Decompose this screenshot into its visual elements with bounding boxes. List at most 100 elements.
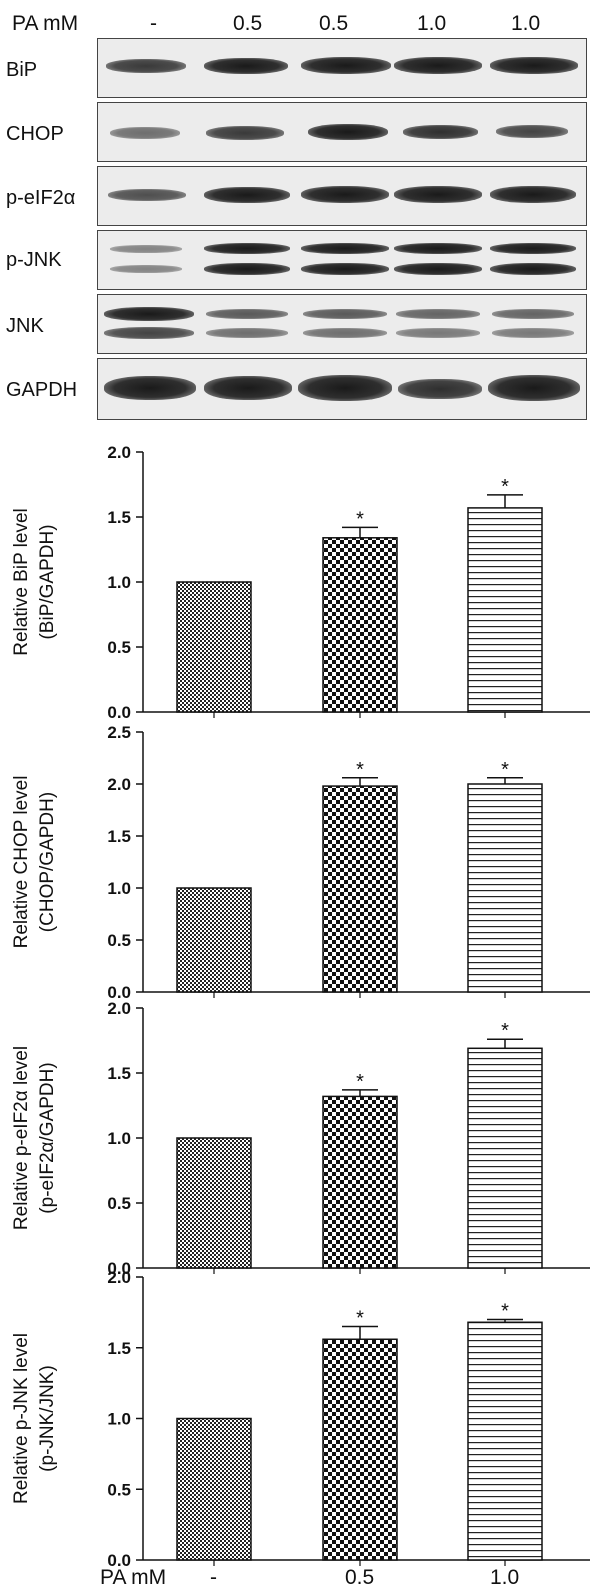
protein-band — [298, 375, 392, 401]
blot-label: p-JNK — [6, 249, 62, 271]
blot-row-jnk: JNK — [0, 294, 602, 356]
bar — [467, 507, 543, 713]
protein-band — [490, 57, 578, 74]
y-tick-label: 2.0 — [107, 443, 131, 462]
bar — [176, 581, 252, 713]
y-tick-label: 2.0 — [107, 1268, 131, 1287]
x-tick-label: 1.0 — [490, 1566, 520, 1589]
pa-concentration-label: PA mM — [100, 1566, 167, 1589]
y-axis-label-ratio: (p-eIF2α/GAPDH) — [37, 1062, 58, 1213]
western-blot-panel: BiP CHOP p-eIF2α p-JNK — [0, 38, 602, 438]
protein-band — [303, 328, 387, 338]
blot-row-chop: CHOP — [0, 102, 602, 164]
y-tick-label: 0.5 — [107, 931, 131, 950]
protein-band — [104, 307, 194, 321]
protein-band — [308, 124, 388, 140]
y-tick-label: 0.0 — [107, 1551, 131, 1570]
x-tick-label: 0.5 — [345, 1566, 375, 1589]
y-axis-label-ratio: (CHOP/GAPDH) — [37, 792, 58, 932]
blot-row-bip: BiP — [0, 38, 602, 100]
blot-image-chop — [97, 102, 587, 162]
bar — [467, 1321, 543, 1561]
lane-label: 1.0 — [417, 12, 447, 35]
significance-marker: * — [356, 1071, 364, 1093]
y-tick-label: 0.5 — [107, 1194, 131, 1213]
blot-row-p-eif2a: p-eIF2α — [0, 166, 602, 228]
protein-band — [104, 327, 194, 339]
protein-band — [104, 376, 196, 400]
y-tick-label: 0.0 — [107, 983, 131, 1002]
y-tick-label: 0.0 — [107, 1259, 131, 1278]
protein-band — [488, 375, 580, 401]
significance-marker: * — [501, 1020, 509, 1042]
significance-marker: * — [356, 508, 364, 530]
lane-label: 0.5 — [319, 12, 349, 35]
y-tick-label: 1.5 — [107, 508, 131, 527]
y-axis-label-ratio: (p-JNK/JNK) — [37, 1365, 58, 1472]
y-tick-label: 1.5 — [107, 1339, 131, 1358]
y-tick-label: 2.0 — [107, 775, 131, 794]
bar — [322, 1095, 398, 1269]
y-tick-label: 0.5 — [107, 1480, 131, 1499]
protein-band — [204, 263, 290, 275]
significance-marker: * — [356, 1308, 364, 1330]
protein-band — [394, 57, 482, 74]
y-tick-label: 2.0 — [107, 999, 131, 1018]
y-axis-label: Relative p-JNK level — [11, 1333, 32, 1504]
blot-lane-header: PA mM - 0.5 0.5 1.0 1.0 — [0, 0, 602, 40]
bar — [322, 1338, 398, 1561]
protein-band — [398, 379, 482, 399]
protein-band — [490, 186, 576, 203]
y-tick-label: 1.0 — [107, 879, 131, 898]
pa-concentration-label: PA mM — [12, 12, 79, 35]
protein-band — [492, 328, 574, 338]
y-tick-label: 0.5 — [107, 638, 131, 657]
bar — [176, 1137, 252, 1269]
blot-image-bip — [97, 38, 587, 98]
protein-band — [301, 243, 389, 254]
protein-band — [394, 263, 482, 275]
protein-band — [403, 125, 478, 139]
protein-band — [110, 127, 180, 139]
protein-band — [303, 309, 387, 319]
protein-band — [206, 126, 284, 140]
significance-marker: * — [356, 759, 364, 781]
protein-band — [204, 58, 288, 74]
lane-label: 1.0 — [511, 12, 541, 35]
bar — [176, 887, 252, 993]
lane-label: 0.5 — [233, 12, 263, 35]
y-tick-label: 1.0 — [107, 1129, 131, 1148]
protein-band — [110, 265, 182, 273]
blot-label: JNK — [6, 315, 44, 337]
significance-marker: * — [501, 1300, 509, 1322]
blot-label: p-eIF2α — [6, 187, 76, 209]
protein-band — [301, 57, 391, 74]
blot-label: CHOP — [6, 123, 64, 145]
protein-band — [492, 309, 574, 319]
significance-marker: * — [501, 759, 509, 781]
y-axis-label-ratio: (BiP/GAPDH) — [37, 524, 58, 639]
blot-image-p-jnk — [97, 230, 587, 290]
protein-band — [108, 189, 186, 201]
bar — [176, 1417, 252, 1561]
y-tick-label: 1.5 — [107, 1064, 131, 1083]
bottom-x-axis: PA mM - 0.5 1.0 — [0, 1560, 602, 1595]
bar — [322, 537, 398, 713]
protein-band — [106, 59, 186, 73]
x-tick-label: - — [210, 1566, 217, 1589]
protein-band — [110, 245, 182, 253]
y-tick-label: 0.0 — [107, 703, 131, 722]
blot-label: BiP — [6, 59, 38, 81]
blot-image-gapdh — [97, 358, 587, 420]
blot-row-gapdh: GAPDH — [0, 358, 602, 422]
protein-band — [496, 125, 568, 138]
bar — [467, 783, 543, 993]
protein-band — [204, 376, 292, 400]
protein-band — [394, 243, 482, 254]
y-tick-label: 1.0 — [107, 573, 131, 592]
blot-image-jnk — [97, 294, 587, 354]
bar — [322, 785, 398, 993]
y-axis-label: Relative CHOP level — [11, 776, 32, 949]
